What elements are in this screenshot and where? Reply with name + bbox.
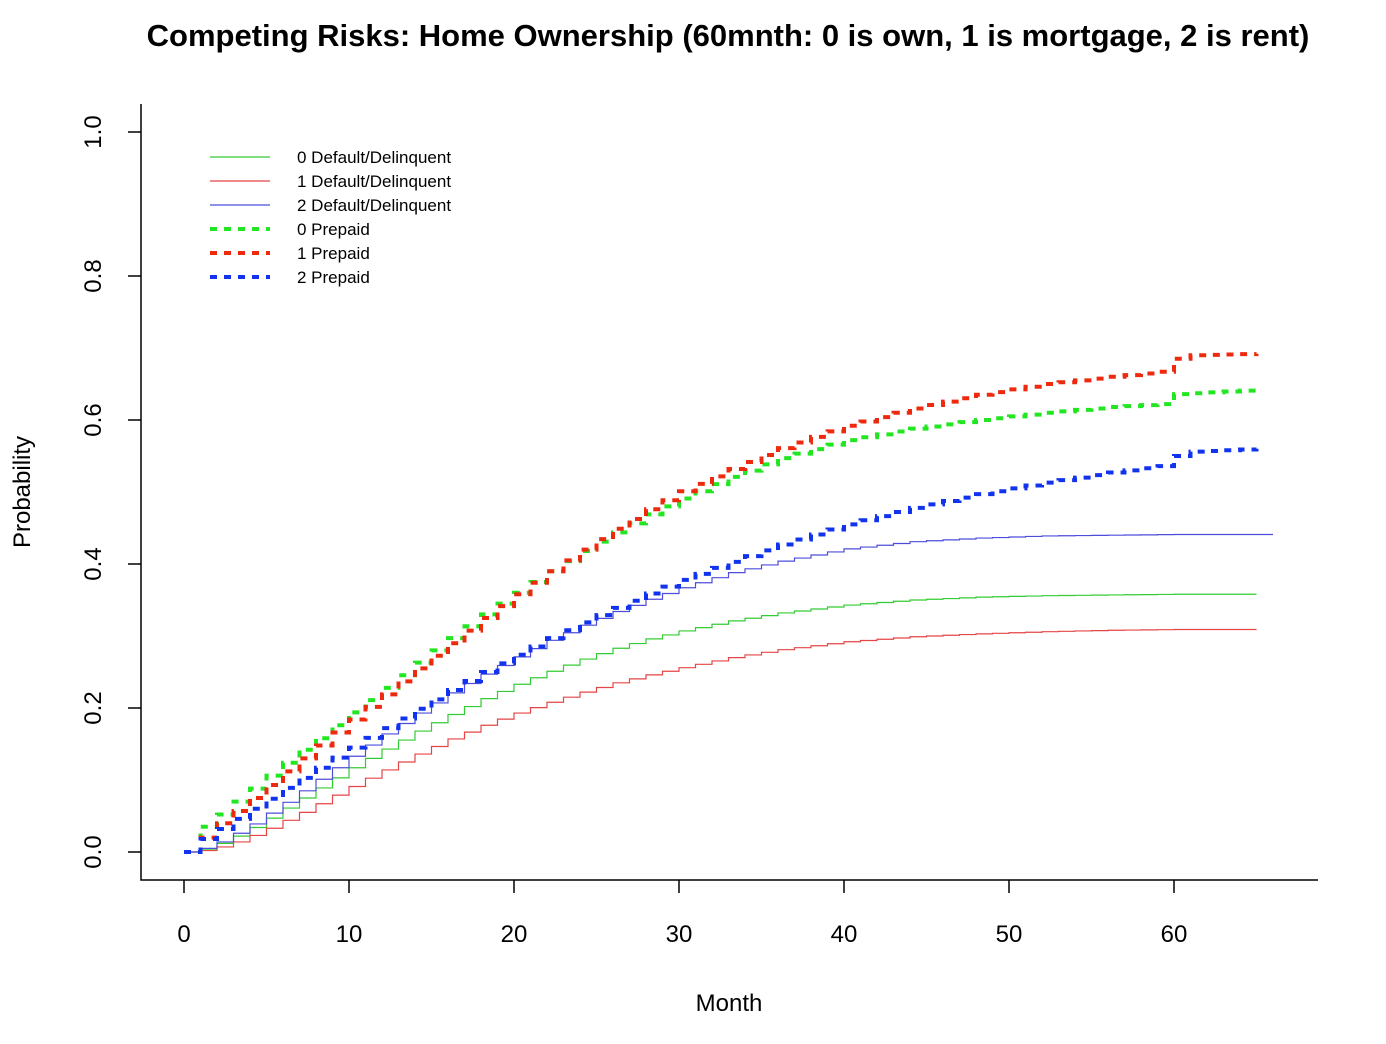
x-tick-label: 10 — [336, 921, 363, 948]
legend-label-5: 2 Prepaid — [297, 268, 370, 287]
series-line-3 — [184, 388, 1259, 854]
x-tick-label: 30 — [666, 921, 693, 948]
y-tick-label: 0.8 — [80, 259, 107, 292]
series-line-5 — [184, 447, 1259, 854]
chart-title: Competing Risks: Home Ownership (60mnth:… — [147, 18, 1310, 53]
x-axis-label: Month — [696, 990, 763, 1017]
y-tick-label: 0.4 — [80, 547, 107, 580]
y-axis-label: Probability — [9, 436, 36, 548]
series-line-4 — [184, 352, 1259, 854]
x-tick-label: 40 — [831, 921, 858, 948]
y-tick-label: 0.0 — [80, 835, 107, 868]
x-tick-label: 50 — [996, 921, 1023, 948]
x-tick-label: 0 — [177, 921, 190, 948]
legend-label-1: 1 Default/Delinquent — [297, 172, 451, 191]
legend-label-4: 1 Prepaid — [297, 244, 370, 263]
axes: 0 10 20 30 40 50 60 0.0 0.2 0.4 0.6 0.8 1.0 — [80, 104, 1318, 948]
legend: 0 Default/Delinquent 1 Default/Delinquent… — [210, 148, 451, 287]
series-layer — [184, 352, 1273, 854]
legend-label-0: 0 Default/Delinquent — [297, 148, 451, 167]
series-line-0 — [184, 593, 1257, 853]
series-line-2 — [184, 533, 1273, 853]
legend-label-2: 2 Default/Delinquent — [297, 196, 451, 215]
axis-frame — [140, 104, 1318, 881]
x-tick-label: 20 — [501, 921, 528, 948]
legend-label-3: 0 Prepaid — [297, 220, 370, 239]
y-tick-label: 1.0 — [80, 115, 107, 148]
y-tick-label: 0.2 — [80, 691, 107, 724]
series-line-1 — [184, 628, 1257, 853]
x-tick-label: 60 — [1161, 921, 1188, 948]
y-tick-label: 0.6 — [80, 403, 107, 436]
